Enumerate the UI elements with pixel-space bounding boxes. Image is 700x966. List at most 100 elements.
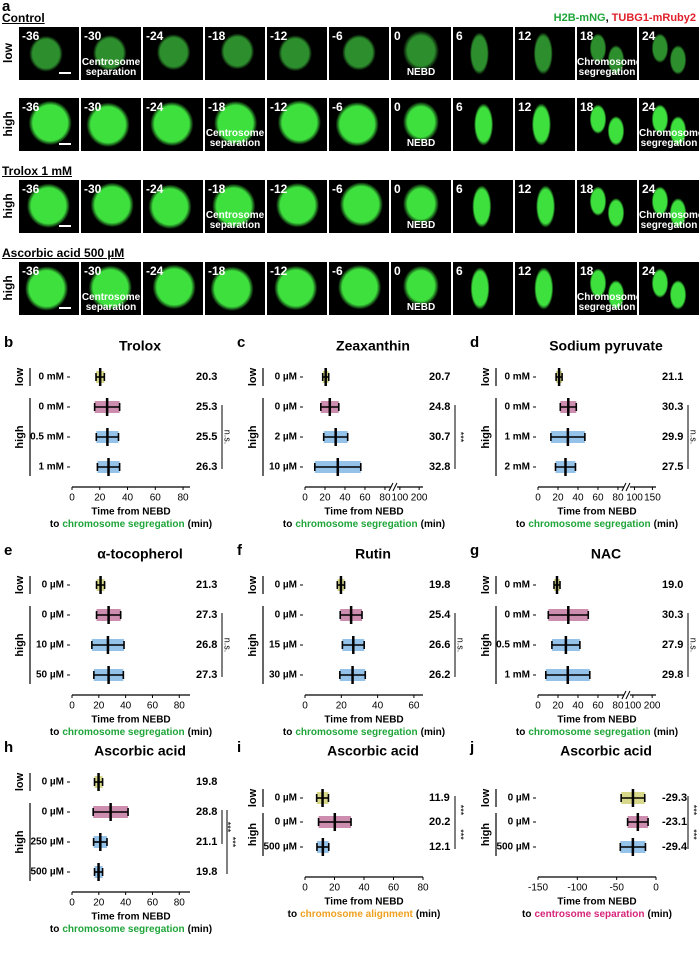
image-cell: -30 Centrosome separation (81, 27, 141, 80)
value-label: 24.8 (429, 401, 450, 413)
x-label-prefix: to (50, 519, 59, 530)
time-label: 24 (642, 264, 656, 278)
annotation: NEBD (406, 220, 436, 231)
x-axis-label: to chromosome segregation (min) (50, 519, 212, 530)
axis-break (625, 690, 631, 700)
time-label: 0 (394, 182, 401, 196)
value-label: 26.8 (196, 639, 217, 651)
scale-bar (59, 307, 71, 309)
row-heading: Control (2, 11, 45, 25)
category-label: 0 µM (275, 610, 297, 621)
time-label: -24 (146, 100, 164, 114)
axis-break (625, 482, 631, 492)
legend: H2B-mNG, TUBG1-mRuby2 (554, 12, 696, 24)
x-axis-label: Time from NEBD (91, 715, 170, 726)
x-label-unit: (min) (654, 727, 678, 738)
image-cell: 6 (453, 180, 513, 233)
image-cell: -24 (143, 98, 203, 151)
x-tick-label: 0 (69, 898, 75, 909)
image-cell: 12 (515, 98, 575, 151)
value-label: 20.3 (196, 371, 217, 383)
level-label: high (247, 823, 259, 846)
chart-title: Zeaxanthin (336, 338, 410, 354)
image-cell: -12 (267, 27, 327, 80)
category-label: 1 mM (504, 432, 530, 443)
row-level: high (1, 274, 15, 301)
x-tick-label: 20 (329, 883, 341, 894)
image-cell: 12 (515, 180, 575, 233)
level-label: low (247, 575, 259, 594)
axis-break (388, 482, 394, 492)
x-tick-label: 40 (572, 493, 584, 504)
x-tick-label: 0 (69, 701, 75, 712)
panel-label: f (237, 542, 243, 559)
x-label-unit: (min) (421, 727, 445, 738)
panel-label: a (2, 0, 11, 15)
category-label: 0 µM (508, 793, 530, 804)
image-cell: -36 (19, 98, 79, 151)
level-label: high (480, 425, 492, 448)
category-label: 0 mM (504, 372, 530, 383)
x-tick-label: 200 (411, 493, 428, 504)
legend-separator: , (605, 12, 609, 24)
x-label-prefix: to (288, 909, 297, 920)
image-cell: 6 (453, 98, 513, 151)
x-tick-label: 80 (174, 898, 186, 909)
category-label: 0 mM (504, 610, 530, 621)
value-label: 27.3 (196, 669, 217, 681)
annotation: Chromosome segregation (577, 292, 637, 313)
annotation: Centrosome separation (81, 57, 141, 78)
image-cell: -18 (205, 262, 265, 315)
chart-title: Ascorbic acid (327, 743, 419, 759)
x-label-event: chromosome segregation (62, 519, 184, 530)
time-label: -12 (270, 29, 288, 43)
significance-label: n.s. (689, 430, 699, 445)
value-label: 21.1 (196, 836, 217, 848)
time-label: -6 (332, 29, 343, 43)
x-axis-label: to centrosome separation (min) (522, 909, 672, 920)
image-cell: 0 NEBD (391, 98, 451, 151)
significance-label: *** (456, 432, 466, 443)
x-tick-label: 60 (388, 883, 400, 894)
row-level: low (1, 42, 15, 63)
time-label: 12 (518, 100, 532, 114)
time-label: 6 (456, 264, 463, 278)
category-label: 0 µM (42, 580, 64, 591)
value-label: 21.3 (196, 579, 217, 591)
category-label: 0 µM (508, 817, 530, 828)
x-tick-label: 0 (535, 701, 541, 712)
x-tick-label: 40 (120, 898, 132, 909)
x-axis-label: to chromosome segregation (min) (50, 924, 212, 935)
time-label: -30 (84, 264, 102, 278)
x-axis-label: Time from NEBD (91, 912, 170, 923)
x-label-unit: (min) (188, 519, 212, 530)
level-label: high (480, 823, 492, 846)
level-label: high (247, 425, 259, 448)
time-label: 18 (580, 264, 594, 278)
annotation: Chromosome segregation (577, 57, 637, 78)
axis-break (621, 482, 627, 492)
x-tick-label: 20 (93, 898, 105, 909)
row-heading: Trolox 1 mM (2, 164, 73, 178)
x-tick-label: 60 (592, 701, 604, 712)
significance-label: n.s. (223, 638, 233, 653)
level-label: high (14, 830, 26, 853)
x-label-unit: (min) (654, 519, 678, 530)
panel-label: i (237, 739, 241, 756)
time-label: -24 (146, 264, 164, 278)
panel-label: h (4, 739, 13, 756)
x-axis-label: to chromosome segregation (min) (516, 727, 678, 738)
time-label: -6 (332, 100, 343, 114)
chart-title: α-tocopherol (97, 546, 183, 562)
x-tick-label: 40 (372, 701, 384, 712)
x-tick-label: 20 (552, 493, 564, 504)
image-cell: -24 (143, 262, 203, 315)
annotation: NEBD (406, 302, 436, 313)
x-label-event: centrosome separation (534, 909, 644, 920)
value-label: 29.8 (662, 669, 683, 681)
x-tick-label: 0 (69, 493, 75, 504)
level-label: low (480, 575, 492, 594)
time-label: -6 (332, 182, 343, 196)
image-cell: -30 (81, 98, 141, 151)
time-label: -18 (208, 264, 226, 278)
